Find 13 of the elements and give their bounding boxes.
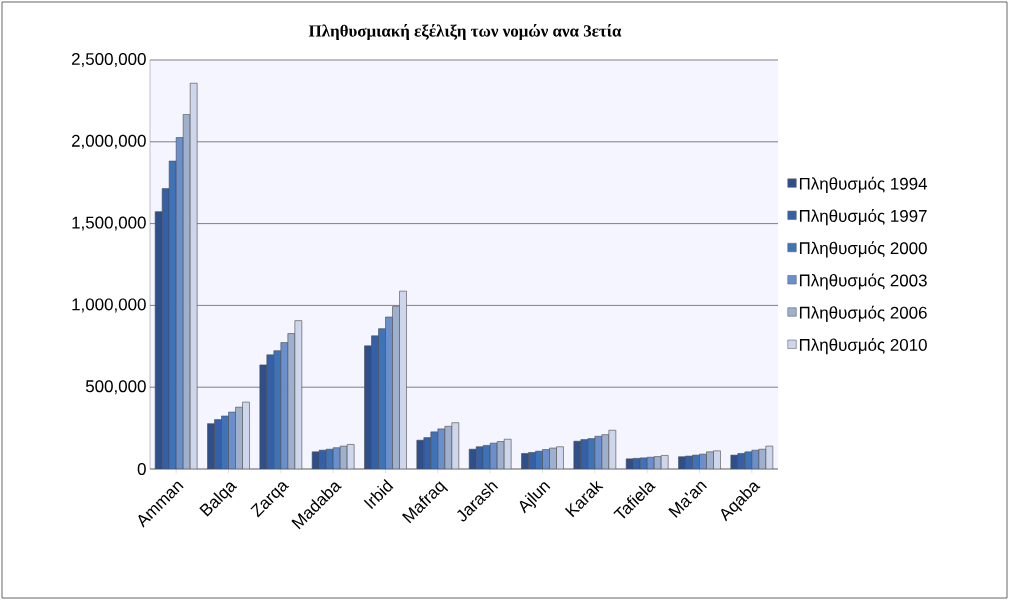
legend-label: Πληθυσμός 2003 [799, 273, 927, 290]
y-tick-label: 1,500,000 [72, 216, 146, 231]
legend-label: Πληθυσμός 2006 [799, 305, 927, 322]
y-tick-label: 500,000 [85, 380, 146, 395]
legend-label: Πληθυσμός 2000 [799, 241, 927, 258]
y-tick-label: 0 [137, 463, 146, 475]
legend-label: Πληθυσμός 1994 [799, 176, 928, 194]
legend-label: Πληθυσμός 2010 [799, 337, 927, 355]
y-tick-label: 2,000,000 [71, 134, 146, 149]
y-tick-label: 1,000,000 [72, 298, 146, 313]
y-tick-label: 2,500,000 [71, 53, 146, 67]
legend-label: Πληθυσμός 1997 [799, 209, 927, 226]
chart-title: Πληθυσμιακή εξέλιξη των νομών ανα 3ετία [308, 23, 622, 41]
